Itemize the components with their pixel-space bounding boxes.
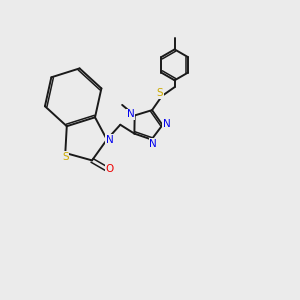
Text: S: S bbox=[62, 152, 69, 161]
Text: N: N bbox=[106, 135, 114, 145]
Text: N: N bbox=[127, 109, 134, 119]
Text: S: S bbox=[157, 88, 163, 98]
Text: N: N bbox=[149, 139, 157, 149]
Text: N: N bbox=[163, 118, 170, 128]
Text: O: O bbox=[106, 164, 114, 175]
